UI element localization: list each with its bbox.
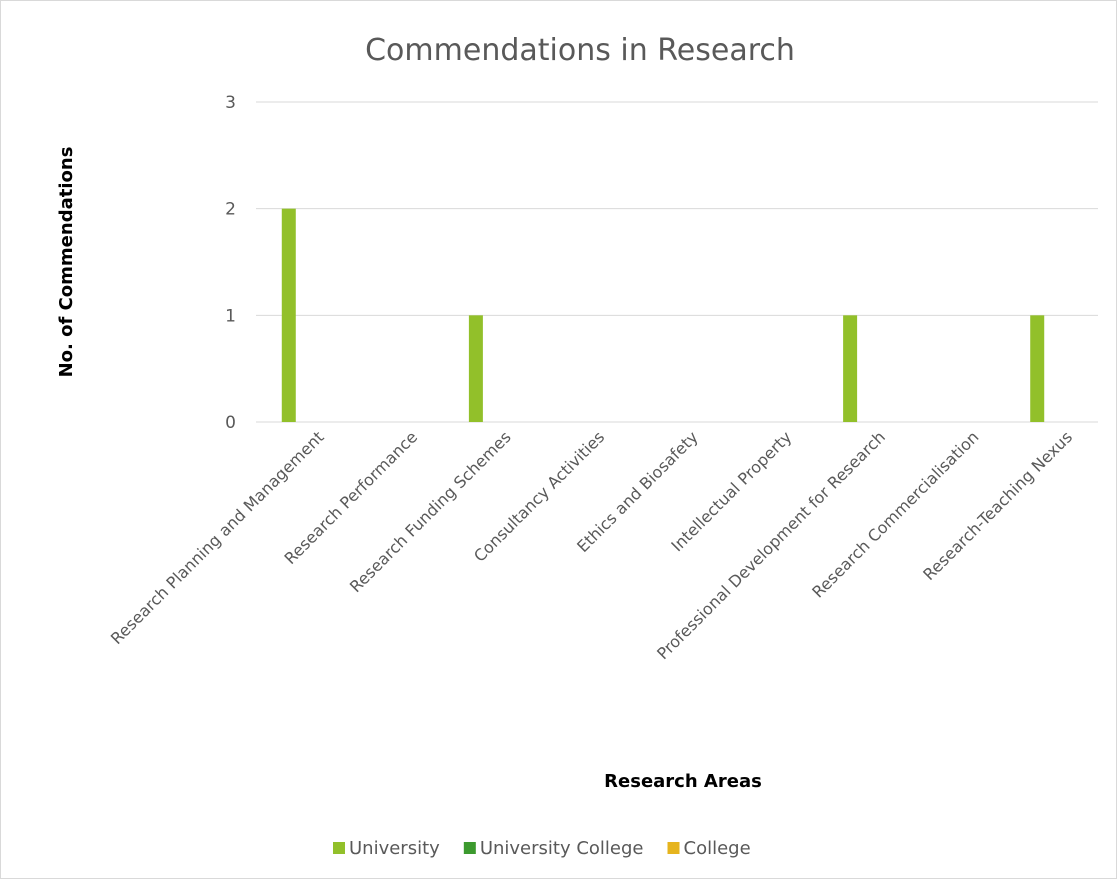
legend-label: University <box>349 838 440 859</box>
gridlines <box>256 101 1098 423</box>
legend-label: University College <box>480 838 644 859</box>
category-label: Research Commercialisation <box>808 427 982 601</box>
bar <box>843 315 858 422</box>
legend-swatch <box>463 842 476 854</box>
category-label: Research-Teaching Nexus <box>919 427 1076 584</box>
y-tick-label: 0 <box>225 413 236 433</box>
y-axis-title: No. of Commendations <box>56 147 77 378</box>
y-tick-label: 2 <box>225 200 236 220</box>
x-tick-labels: Research Planning and ManagementResearch… <box>107 427 1076 663</box>
category-label: Research Funding Schemes <box>346 427 515 596</box>
legend-swatch <box>667 842 680 854</box>
bar <box>1030 315 1045 422</box>
legend-label: College <box>684 838 751 859</box>
bars <box>281 208 1045 422</box>
category-label: Research Planning and Management <box>107 427 328 648</box>
legend: University University College College <box>333 838 751 859</box>
x-axis-title: Research Areas <box>604 771 762 792</box>
y-tick-label: 1 <box>225 306 236 326</box>
legend-swatch <box>333 842 345 854</box>
y-tick-label: 3 <box>225 93 236 113</box>
chart-title: Commendations in Research <box>365 33 795 68</box>
bar <box>281 208 296 422</box>
bar <box>468 315 483 422</box>
y-tick-labels: 0 1 2 3 <box>225 93 236 433</box>
